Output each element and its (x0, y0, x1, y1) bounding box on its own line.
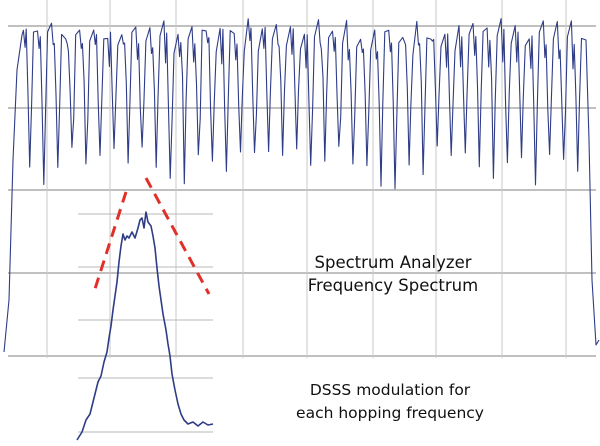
spectrum-grid (8, 0, 596, 358)
dsss-spectrum-trace (76, 211, 214, 441)
caption-line: DSSS modulation for (309, 381, 471, 399)
caption-line: Spectrum Analyzer (314, 253, 472, 272)
caption-line: each hopping frequency (296, 404, 484, 422)
caption-line: Frequency Spectrum (307, 276, 479, 295)
spectrum-analyzer-caption: Spectrum Analyzer Frequency Spectrum (283, 251, 503, 297)
hopping-spectrum-trace (3, 18, 600, 353)
dsss-caption: DSSS modulation for each hopping frequen… (281, 379, 499, 425)
dsss-inset-grid (78, 213, 213, 433)
zoom-guide-right (144, 177, 211, 295)
